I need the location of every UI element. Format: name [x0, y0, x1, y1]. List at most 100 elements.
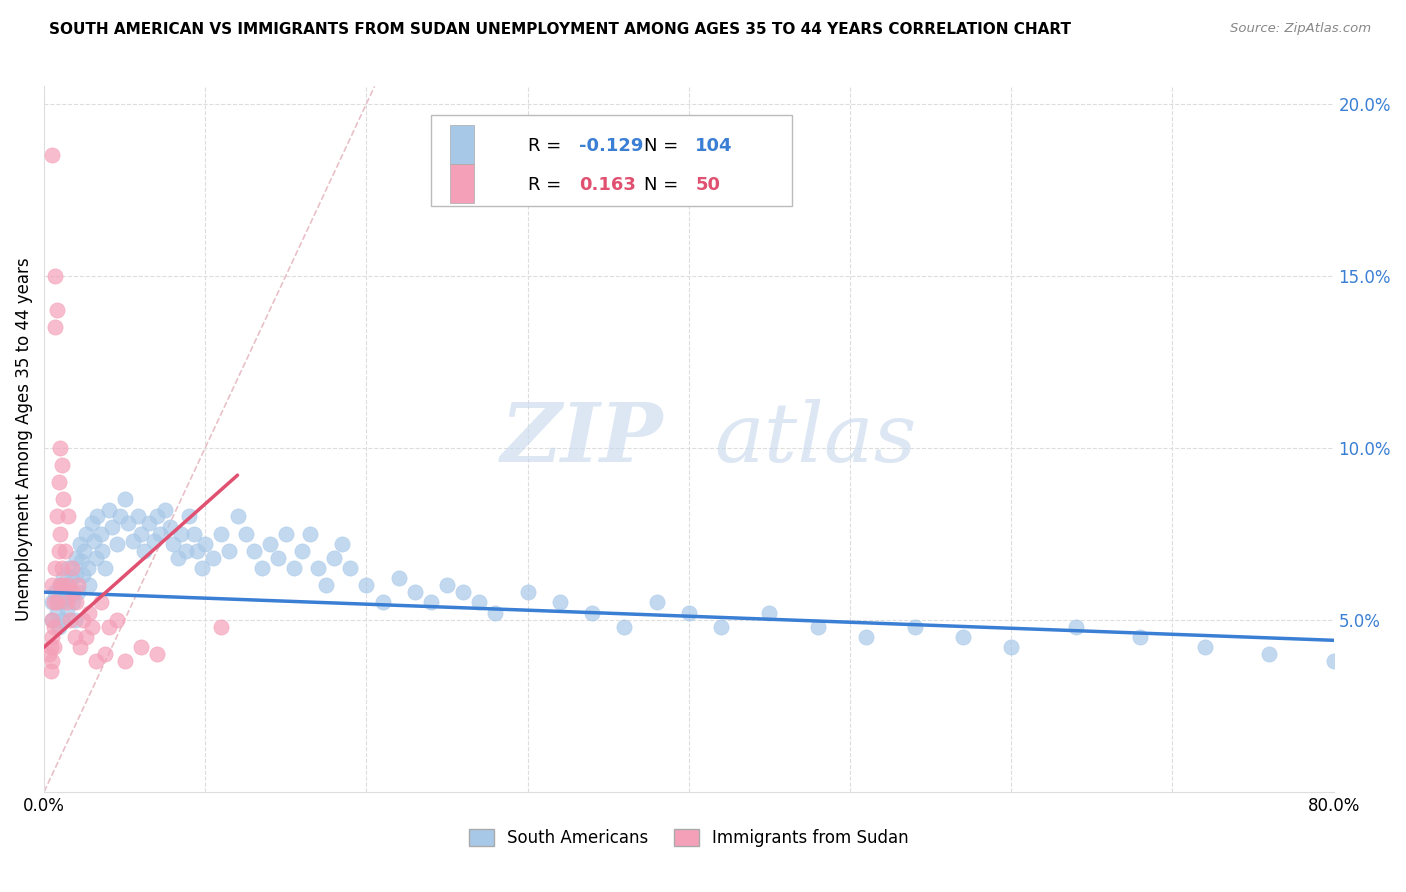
Point: [129, 526, 152, 541]
Point: [167, 550, 190, 565]
Point: [66, 585, 89, 599]
Point: [710, 619, 733, 633]
Point: [267, 550, 290, 565]
Text: -0.129: -0.129: [579, 137, 644, 155]
Point: [49, 578, 72, 592]
Point: [48, 475, 70, 489]
Point: [108, 509, 131, 524]
Point: [66, 578, 89, 592]
Point: [404, 585, 426, 599]
Point: [484, 606, 506, 620]
Point: [77, 578, 100, 592]
Point: [202, 550, 225, 565]
Point: [89, 526, 111, 541]
Point: [52, 571, 75, 585]
Point: [388, 571, 411, 585]
Point: [41, 578, 63, 592]
Point: [186, 544, 208, 558]
Point: [420, 595, 443, 609]
Point: [55, 602, 77, 616]
Point: [94, 561, 117, 575]
Point: [75, 630, 97, 644]
Point: [65, 550, 87, 565]
Point: [170, 526, 193, 541]
Point: [82, 516, 104, 531]
Point: [194, 537, 217, 551]
Point: [114, 654, 136, 668]
Point: [53, 585, 76, 599]
Point: [65, 568, 87, 582]
Point: [69, 640, 91, 655]
Point: [44, 585, 66, 599]
Point: [183, 526, 205, 541]
Point: [127, 509, 149, 524]
Point: [46, 595, 69, 609]
Point: [46, 303, 69, 318]
Point: [72, 613, 94, 627]
Point: [209, 526, 232, 541]
Point: [77, 606, 100, 620]
Point: [235, 526, 257, 541]
Point: [72, 568, 94, 582]
Point: [46, 606, 69, 620]
Point: [62, 595, 84, 609]
Point: [291, 544, 314, 558]
Point: [274, 526, 297, 541]
Point: [138, 516, 160, 531]
Point: [114, 492, 136, 507]
Point: [44, 561, 66, 575]
Point: [153, 502, 176, 516]
Point: [44, 320, 66, 334]
Point: [39, 640, 62, 655]
Point: [146, 509, 169, 524]
Point: [129, 640, 152, 655]
Point: [41, 595, 63, 609]
Point: [41, 613, 63, 627]
Point: [323, 550, 346, 565]
Point: [59, 613, 82, 627]
Point: [855, 630, 877, 644]
Point: [758, 606, 780, 620]
Point: [1323, 654, 1346, 668]
Point: [174, 544, 197, 558]
Point: [371, 595, 394, 609]
Point: [191, 561, 214, 575]
Point: [436, 578, 458, 592]
Point: [339, 561, 361, 575]
Point: [83, 533, 105, 548]
Text: ZIP: ZIP: [501, 399, 664, 479]
Point: [226, 509, 249, 524]
Point: [678, 606, 700, 620]
Text: Source: ZipAtlas.com: Source: ZipAtlas.com: [1230, 22, 1371, 36]
Point: [58, 561, 80, 575]
Point: [159, 520, 181, 534]
Point: [307, 561, 329, 575]
Point: [1129, 630, 1152, 644]
Point: [46, 509, 69, 524]
Legend: South Americans, Immigrants from Sudan: South Americans, Immigrants from Sudan: [463, 822, 915, 854]
Point: [91, 544, 114, 558]
Text: 50: 50: [696, 176, 720, 194]
Point: [613, 619, 636, 633]
Point: [39, 665, 62, 679]
Point: [41, 613, 63, 627]
Point: [356, 578, 378, 592]
Point: [52, 492, 75, 507]
Point: [1194, 640, 1216, 655]
Point: [73, 544, 96, 558]
Text: R =: R =: [527, 176, 572, 194]
Point: [84, 654, 107, 668]
Point: [101, 520, 124, 534]
Point: [60, 561, 83, 575]
Point: [70, 554, 93, 568]
Y-axis label: Unemployment Among Ages 35 to 44 years: Unemployment Among Ages 35 to 44 years: [15, 257, 32, 621]
Point: [259, 537, 281, 551]
Point: [516, 585, 538, 599]
Point: [94, 647, 117, 661]
Point: [89, 595, 111, 609]
Point: [548, 595, 571, 609]
Point: [142, 533, 165, 548]
Point: [315, 578, 337, 592]
Text: N =: N =: [644, 137, 683, 155]
Point: [49, 526, 72, 541]
